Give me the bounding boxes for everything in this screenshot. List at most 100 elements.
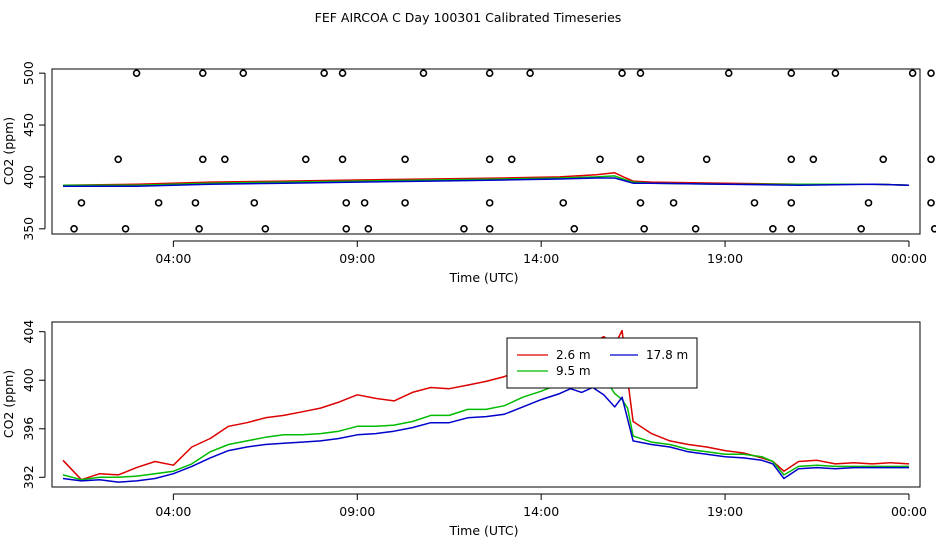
figure-title: FEF AIRCOA C Day 100301 Calibrated Times… xyxy=(315,10,622,25)
scatter-point xyxy=(927,199,935,207)
x-tick-label: 19:00 xyxy=(707,504,743,519)
scatter-point xyxy=(691,225,700,233)
scatter-point xyxy=(114,155,123,164)
scatter-point xyxy=(261,225,270,233)
legend-label-2-6m: 2.6 m xyxy=(556,348,591,362)
x-axis-label-top: Time (UTC) xyxy=(448,270,518,285)
series-line-green xyxy=(62,364,909,481)
x-tick-label: 14:00 xyxy=(523,504,559,519)
scatter-point xyxy=(636,199,645,207)
y-tick-label: 392 xyxy=(21,465,36,489)
series-line-red xyxy=(62,329,910,481)
scatter-point xyxy=(198,155,207,164)
scatter-point xyxy=(857,225,865,233)
scatter-point xyxy=(809,155,818,164)
scatter-point xyxy=(191,199,200,207)
y-tick-label: 350 xyxy=(21,217,36,241)
scatter-point xyxy=(360,199,369,207)
y-tick-label: 404 xyxy=(21,320,36,344)
y-tick-label: 500 xyxy=(21,61,36,85)
scatter-point xyxy=(669,199,678,207)
scatter-point xyxy=(221,155,229,164)
scatter-point xyxy=(787,69,796,77)
scatter-point xyxy=(121,225,130,233)
scatter-point xyxy=(70,225,78,233)
scatter-point xyxy=(750,199,759,207)
panel-top: 04:00 09:00 14:00 19:00 00:00 350 400 450 500 T… xyxy=(1,61,936,285)
scatter-point xyxy=(636,69,645,77)
scatter-point xyxy=(342,225,351,233)
x-tick-label: 09:00 xyxy=(339,251,375,266)
legend-box xyxy=(506,337,698,389)
scatter-point xyxy=(485,225,494,233)
y-tick-label: 450 xyxy=(21,113,36,137)
x-axis-bottom: 04:00 09:00 14:00 19:00 00:00 xyxy=(155,493,927,519)
y-tick-label: 400 xyxy=(21,368,36,392)
x-tick-label: 00:00 xyxy=(891,251,927,266)
y-tick-label: 396 xyxy=(21,417,36,441)
scatter-point xyxy=(618,69,626,77)
x-tick-label: 00:00 xyxy=(891,504,927,519)
plot-frame-bottom xyxy=(51,321,921,488)
scatter-point xyxy=(724,69,733,77)
scatter-points-top xyxy=(70,69,936,233)
scatter-point xyxy=(570,225,579,233)
x-tick-label: 14:00 xyxy=(523,251,559,266)
scatter-point xyxy=(154,199,163,207)
scatter-point xyxy=(401,155,409,164)
scatter-point xyxy=(930,225,936,233)
scatter-point xyxy=(908,69,917,77)
scatter-point xyxy=(198,69,207,77)
scatter-point xyxy=(460,225,468,233)
scatter-point xyxy=(787,155,796,164)
scatter-point xyxy=(927,155,935,164)
x-tick-label: 04:00 xyxy=(155,504,191,519)
scatter-point xyxy=(338,69,347,77)
scatter-point xyxy=(320,69,328,77)
scatter-point xyxy=(596,155,604,164)
legend: 2.6 m 9.5 m 17.8 m xyxy=(506,337,698,389)
scatter-point xyxy=(640,225,648,233)
panel-bottom: 04:00 09:00 14:00 19:00 00:00 392 396 400 404 T… xyxy=(1,320,927,538)
scatter-point xyxy=(526,69,534,77)
scatter-point xyxy=(132,69,141,77)
scatter-point xyxy=(419,69,428,77)
scatter-point xyxy=(485,199,494,207)
plot-frame-top xyxy=(51,68,921,235)
y-axis-label-bottom: CO2 (ppm) xyxy=(1,370,16,438)
scatter-point xyxy=(787,225,796,233)
scatter-point xyxy=(485,155,494,164)
y-axis-bottom: 392 396 400 404 xyxy=(21,320,46,489)
scatter-point xyxy=(485,69,494,77)
x-tick-label: 04:00 xyxy=(155,251,191,266)
x-tick-label: 19:00 xyxy=(707,251,743,266)
scatter-point xyxy=(77,199,86,207)
scatter-point xyxy=(702,155,711,164)
scatter-point xyxy=(636,155,645,164)
series-lines-bottom xyxy=(62,329,910,483)
series-line-blue xyxy=(63,177,910,188)
scatter-point xyxy=(401,199,409,207)
scatter-point xyxy=(250,199,259,207)
scatter-point xyxy=(239,69,248,77)
scatter-point xyxy=(927,69,935,77)
scatter-point xyxy=(195,225,203,233)
scatter-point xyxy=(342,199,351,207)
y-axis-label-top: CO2 (ppm) xyxy=(1,117,16,185)
scatter-point xyxy=(338,155,347,164)
x-axis-top: 04:00 09:00 14:00 19:00 00:00 xyxy=(155,240,927,266)
x-tick-label: 09:00 xyxy=(339,504,375,519)
x-axis-label-bottom: Time (UTC) xyxy=(448,523,518,538)
scatter-point xyxy=(507,155,516,164)
scatter-point xyxy=(364,225,373,233)
scatter-point xyxy=(301,155,310,164)
series-lines-top xyxy=(62,172,910,188)
y-axis-top: 350 400 450 500 xyxy=(21,61,46,241)
scatter-point xyxy=(831,69,840,77)
series-line-blue xyxy=(62,386,909,483)
y-tick-label: 400 xyxy=(21,165,36,189)
scatter-point xyxy=(787,199,796,207)
scatter-point xyxy=(769,225,777,233)
scatter-point xyxy=(879,155,888,164)
